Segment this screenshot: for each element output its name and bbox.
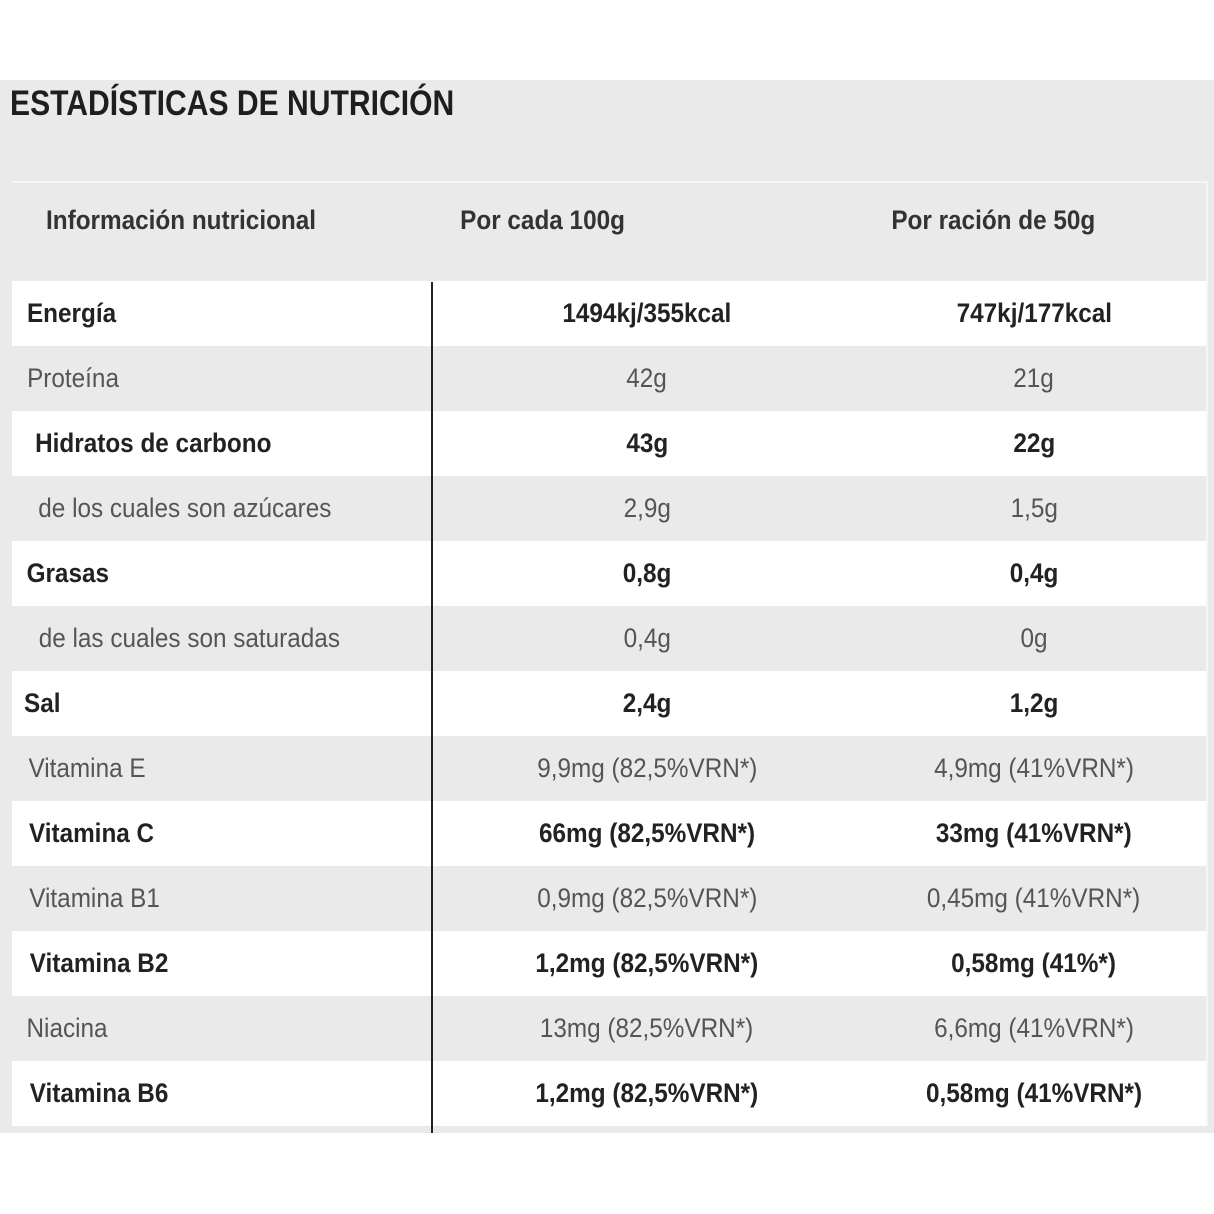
nutrient-label: de las cuales son saturadas (38, 623, 340, 653)
table-row: Vitamina C 66mg (82,5%VRN*) 33mg (41%VRN*) (12, 801, 1206, 866)
value-per-serving: 6,6mg (41%VRN*) (934, 1013, 1134, 1043)
table-row: Sal 2,4g 1,2g (12, 671, 1206, 736)
value-per-100g: 0,4g (623, 623, 671, 653)
value-per-100g: 2,4g (622, 688, 672, 718)
nutrient-label: Hidratos de carbono (35, 428, 272, 458)
nutrient-label: Energía (26, 298, 117, 328)
value-per-serving: 1,2g (1009, 688, 1059, 718)
nutrient-label: Grasas (26, 558, 109, 588)
nutrition-table: Información nutricional Por cada 100g Po… (12, 181, 1208, 1126)
table-header: Información nutricional Por cada 100g Po… (12, 183, 1206, 281)
page-title: ESTADÍSTICAS DE NUTRICIÓN (10, 84, 455, 123)
value-per-serving: 0,58mg (41%*) (951, 948, 1117, 978)
value-per-100g: 1,2mg (82,5%VRN*) (535, 1078, 759, 1108)
value-per-100g: 1494kj/355kcal (562, 298, 732, 328)
value-per-serving: 1,5g (1010, 493, 1058, 523)
nutrient-label: Vitamina B2 (29, 948, 169, 978)
value-per-serving: 0,58mg (41%VRN*) (925, 1078, 1143, 1108)
table-row: Energía 1494kj/355kcal 747kj/177kcal (12, 281, 1206, 346)
value-per-100g: 9,9mg (82,5%VRN*) (536, 753, 758, 783)
value-per-serving: 0,45mg (41%VRN*) (927, 883, 1141, 913)
value-per-100g: 0,8g (622, 558, 672, 588)
value-per-100g: 1,2mg (82,5%VRN*) (535, 948, 759, 978)
nutrient-label: Vitamina C (28, 818, 155, 848)
nutrient-label: Sal (24, 688, 61, 718)
value-per-100g: 0,9mg (82,5%VRN*) (536, 883, 758, 913)
value-per-100g: 66mg (82,5%VRN*) (538, 818, 756, 848)
header-per-100g: Por cada 100g (460, 205, 625, 235)
table-row: Vitamina B2 1,2mg (82,5%VRN*) 0,58mg (41%*… (12, 931, 1206, 996)
nutrient-label: Vitamina B1 (29, 883, 160, 913)
nutrient-label: Vitamina B6 (29, 1078, 169, 1108)
value-per-serving: 4,9mg (41%VRN*) (934, 753, 1134, 783)
table-row: de los cuales son azúcares 2,9g 1,5g (12, 476, 1206, 541)
table-row: Vitamina E 9,9mg (82,5%VRN*) 4,9mg (41%VRN… (12, 736, 1206, 801)
table-row: Vitamina B6 1,2mg (82,5%VRN*) 0,58mg (41%V… (12, 1061, 1206, 1126)
value-per-serving: 0g (1020, 623, 1048, 653)
value-per-serving: 33mg (41%VRN*) (936, 818, 1132, 848)
table-row: de las cuales son saturadas 0,4g 0g (12, 606, 1206, 671)
value-per-serving: 747kj/177kcal (956, 298, 1112, 328)
table-row: Vitamina B1 0,9mg (82,5%VRN*) 0,45mg (41%V… (12, 866, 1206, 931)
nutrient-label: Niacina (26, 1013, 108, 1043)
value-per-100g: 42g (626, 363, 668, 393)
value-per-serving: 22g (1013, 428, 1055, 458)
table-row: Hidratos de carbono 43g 22g (12, 411, 1206, 476)
value-per-serving: 21g (1013, 363, 1055, 393)
value-per-100g: 43g (626, 428, 668, 458)
header-nutrition-info: Información nutricional (46, 205, 317, 235)
nutrient-label: de los cuales son azúcares (38, 493, 332, 523)
nutrient-label: Vitamina E (28, 753, 146, 783)
header-per-serving: Por ración de 50g (891, 205, 1096, 235)
nutrient-label: Proteína (27, 363, 119, 393)
table-row: Proteína 42g 21g (12, 346, 1206, 411)
table-row: Niacina 13mg (82,5%VRN*) 6,6mg (41%VRN*) (12, 996, 1206, 1061)
table-row: Grasas 0,8g 0,4g (12, 541, 1206, 606)
value-per-serving: 0,4g (1009, 558, 1059, 588)
column-divider (431, 282, 433, 1133)
value-per-100g: 13mg (82,5%VRN*) (540, 1013, 754, 1043)
value-per-100g: 2,9g (623, 493, 671, 523)
